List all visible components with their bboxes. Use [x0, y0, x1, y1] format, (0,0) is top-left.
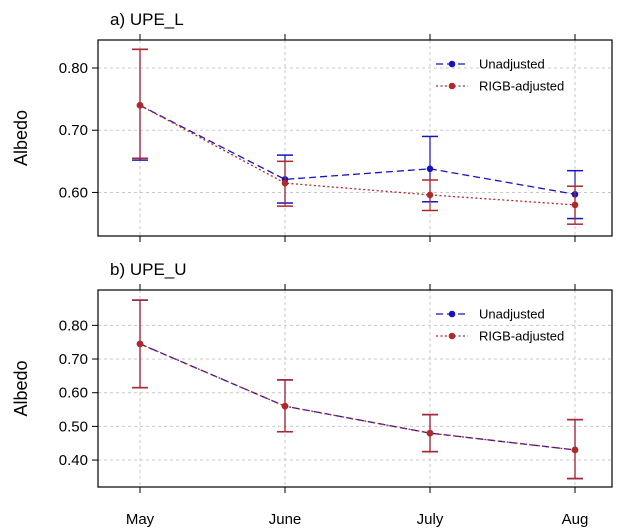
- legend-marker: [448, 60, 456, 68]
- series-line-rigb-adjusted: [139, 343, 576, 451]
- data-point: [281, 179, 289, 187]
- legend-marker: [448, 332, 456, 340]
- legend-label: Unadjusted: [479, 307, 545, 322]
- legend-item: Unadjusted: [436, 57, 545, 72]
- y-tick-label: 0.80: [59, 317, 88, 334]
- y-tick-label: 0.60: [59, 184, 88, 201]
- series-line-unadjusted: [139, 343, 576, 451]
- legend-label: Unadjusted: [479, 57, 545, 72]
- data-point: [426, 429, 434, 437]
- series-line-rigb-adjusted: [139, 104, 576, 206]
- panel-upe-u: b) UPE_U 0.40 0.50 0.60 0.70 0.80 Albedo Unadju…: [11, 260, 613, 493]
- x-tick-label: May: [126, 511, 155, 528]
- panel-upe-l: a) UPE_L 0.60 0.70 0.80 Albedo Unadjusted RIGB…: [11, 10, 613, 242]
- x-tick-label: June: [269, 511, 302, 528]
- panel-title: b) UPE_U: [110, 260, 187, 279]
- data-point: [571, 446, 579, 454]
- y-tick-label: 0.70: [59, 351, 88, 368]
- plot-frame: [97, 289, 613, 488]
- data-point: [136, 102, 144, 109]
- legend-marker: [448, 82, 456, 90]
- x-tick-label: Aug: [562, 511, 589, 528]
- legend-item: Unadjusted: [436, 307, 545, 322]
- y-tick-label: 0.70: [59, 122, 88, 139]
- data-point: [426, 165, 434, 173]
- legend-label: RIGB-adjusted: [479, 79, 564, 94]
- data-point: [426, 191, 434, 199]
- legend-label: RIGB-adjusted: [479, 329, 564, 344]
- legend-marker: [448, 310, 456, 318]
- plot-frame: [97, 39, 613, 237]
- y-tick-label: 0.60: [59, 385, 88, 402]
- data-point: [136, 340, 144, 348]
- y-axis-label: Albedo: [11, 360, 31, 416]
- y-tick-label: 0.40: [59, 452, 88, 469]
- legend-item: RIGB-adjusted: [436, 79, 564, 94]
- y-tick-label: 0.80: [59, 60, 88, 77]
- data-point: [281, 402, 289, 410]
- y-tick-label: 0.50: [59, 418, 88, 435]
- data-point: [571, 201, 579, 209]
- legend-item: RIGB-adjusted: [436, 329, 564, 344]
- y-axis-label: Albedo: [11, 110, 31, 166]
- series-line-unadjusted: [139, 104, 576, 195]
- x-tick-label: July: [417, 511, 444, 528]
- x-axis-labels: May June July Aug: [126, 511, 589, 528]
- panel-title: a) UPE_L: [110, 10, 184, 29]
